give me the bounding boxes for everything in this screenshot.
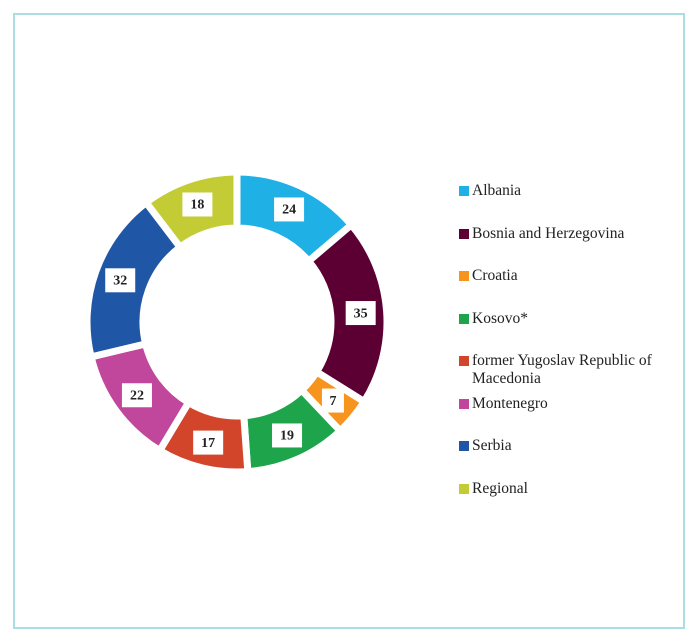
- legend-label: Montenegro: [472, 394, 548, 412]
- legend-item: Regional: [459, 480, 679, 523]
- value-label: 35: [354, 306, 368, 321]
- value-label: 19: [280, 429, 294, 444]
- legend-swatch: [459, 228, 469, 239]
- value-label-box: [105, 268, 136, 293]
- legend-item: Montenegro: [459, 395, 679, 438]
- legend-item: Bosnia and Herzegovina: [459, 225, 679, 268]
- legend-item: Kosovo*: [459, 310, 679, 353]
- legend-item: Serbia: [459, 437, 679, 480]
- legend-item: former Yugoslav Republic of Macedonia: [459, 352, 679, 395]
- value-label-box: [345, 301, 376, 326]
- legend: Albania Bosnia and Herzegovina Croatia Koso…: [459, 182, 679, 522]
- value-label-box: [182, 192, 213, 217]
- value-label-box: [321, 388, 344, 413]
- legend-swatch: [459, 441, 469, 451]
- legend-label: Regional: [472, 479, 528, 497]
- legend-label: Bosnia and Herzegovina: [472, 224, 625, 242]
- legend-swatch: [459, 398, 469, 409]
- legend-swatch: [459, 483, 469, 494]
- legend-item: Croatia: [459, 267, 679, 310]
- frame: [13, 13, 685, 629]
- value-label-box: [121, 383, 152, 408]
- value-label: 24: [282, 203, 296, 218]
- legend-label: Kosovo*: [472, 309, 528, 327]
- value-label-box: [272, 423, 303, 448]
- value-label: 22: [130, 388, 144, 403]
- legend-label: Serbia: [472, 437, 512, 454]
- legend-item: Albania: [459, 182, 679, 225]
- value-label-box: [193, 430, 224, 455]
- value-label: 17: [201, 436, 215, 451]
- legend-label: Croatia: [472, 267, 518, 284]
- legend-label: former Yugoslav Republic of Macedonia: [472, 352, 652, 387]
- legend-label: Albania: [472, 182, 522, 199]
- value-label: 18: [190, 198, 204, 213]
- value-label: 7: [329, 394, 336, 409]
- value-label: 32: [113, 274, 127, 289]
- value-label-box: [274, 197, 305, 222]
- legend-swatch: [459, 271, 469, 281]
- legend-swatch: [459, 313, 469, 324]
- legend-swatch: [459, 356, 469, 366]
- legend-swatch: [459, 186, 469, 196]
